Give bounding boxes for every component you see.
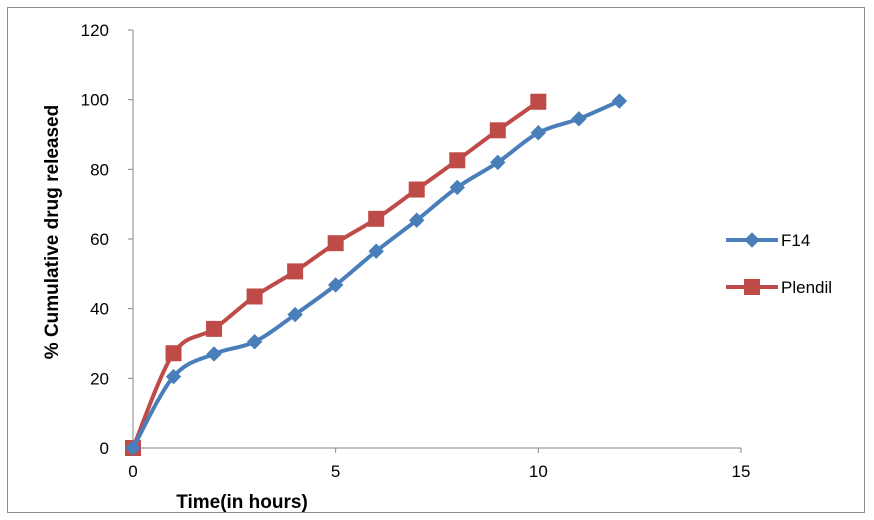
data-point [611,93,628,109]
x-tick-label: 15 [732,462,751,481]
series-plendil [125,93,547,456]
legend-marker [744,279,760,295]
data-point [489,122,506,139]
data-point [165,345,182,362]
series-line [131,99,621,449]
x-axis-title: Time(in hours) [176,492,308,513]
chart-frame [7,7,865,513]
data-point [287,263,304,280]
legend: F14 Plendil [726,231,832,297]
x-tick-label: 10 [529,462,548,481]
y-tick-label: 0 [100,439,109,458]
data-point [408,181,425,198]
data-point [530,125,547,141]
data-point [449,152,466,169]
axes: 0 20 40 60 80 100 120 0 5 10 15 [81,21,751,481]
y-tick-label: 40 [90,300,109,319]
y-tick-label: 60 [90,230,109,249]
data-point [246,334,263,350]
data-point [246,288,263,305]
series-line [131,100,540,449]
data-point [327,277,344,293]
data-point [368,243,384,259]
data-point [206,320,223,337]
y-tick-label: 20 [90,369,109,388]
x-tick-label: 5 [331,462,340,481]
data-point [449,179,465,196]
data-point [571,111,587,127]
y-tick-label: 100 [81,91,109,110]
series-f14 [125,93,628,456]
legend-label: Plendil [781,278,832,297]
data-point [165,368,182,385]
legend-label: F14 [781,231,810,250]
legend-marker [744,232,760,248]
data-point [530,93,547,110]
data-point [287,306,303,323]
data-point [125,440,141,456]
x-tick-label: 0 [128,462,137,481]
series-layer [125,93,628,456]
y-axis-title: % Cumulative drug released [42,105,63,359]
data-point [409,212,425,228]
data-point [368,210,385,227]
data-point [327,235,344,252]
data-point [490,154,506,171]
y-tick-label: 120 [81,21,109,40]
y-tick-label: 80 [90,160,109,179]
data-point [206,346,222,362]
